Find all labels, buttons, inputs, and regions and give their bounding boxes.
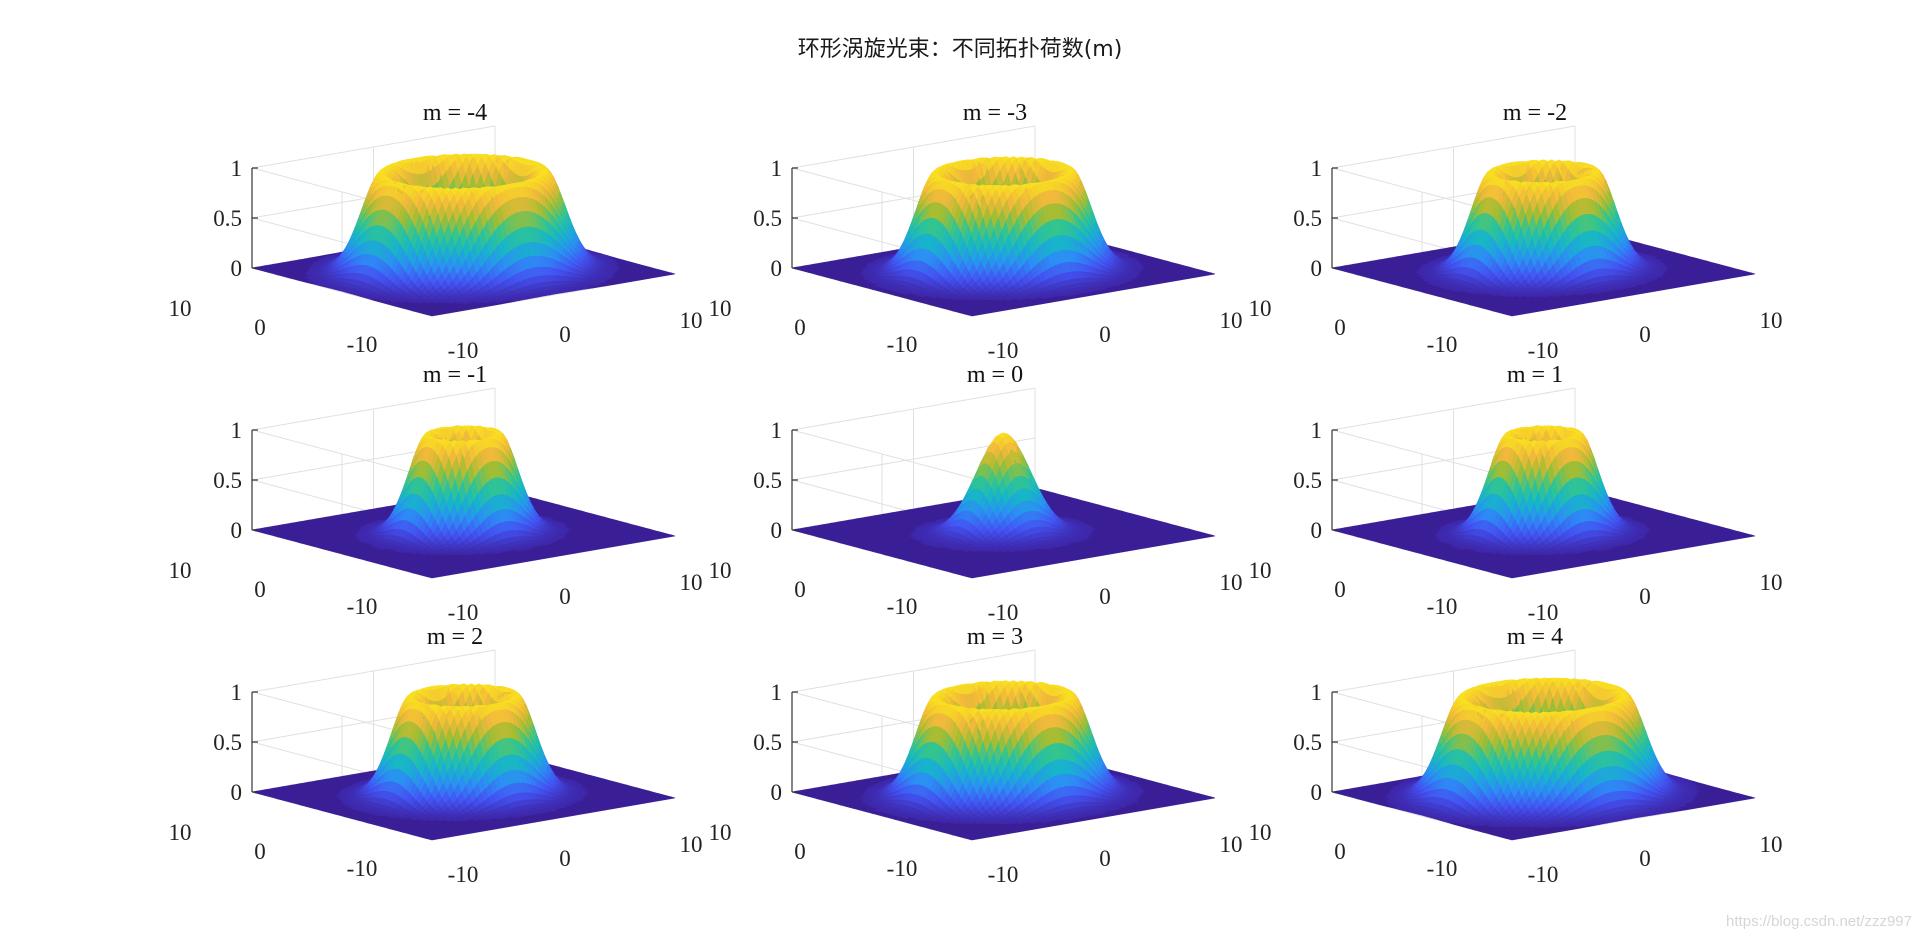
axis-lines xyxy=(252,168,258,268)
y-tick-label: -10 xyxy=(347,332,378,357)
x-tick-label: 10 xyxy=(680,308,703,333)
subplot-title: m = -3 xyxy=(963,100,1027,126)
subplot-title: m = -4 xyxy=(423,100,487,126)
z-tick-label: 1 xyxy=(231,156,243,181)
surface-plot xyxy=(792,157,1215,316)
y-tick-label: 10 xyxy=(169,296,192,321)
subplot-panel: m = -4 0 0.5 1 -10 0 10 -10 0 10 xyxy=(169,100,703,363)
z-tick-label: 0 xyxy=(231,256,243,281)
figure-suptitle: 环形涡旋光束：不同拓扑荷数(m) xyxy=(798,37,1123,62)
x-tick-label: 0 xyxy=(559,322,571,347)
y-tick-label: 0 xyxy=(254,315,266,340)
z-tick-label: 0.5 xyxy=(213,206,242,231)
x-tick-label: -10 xyxy=(448,338,479,363)
